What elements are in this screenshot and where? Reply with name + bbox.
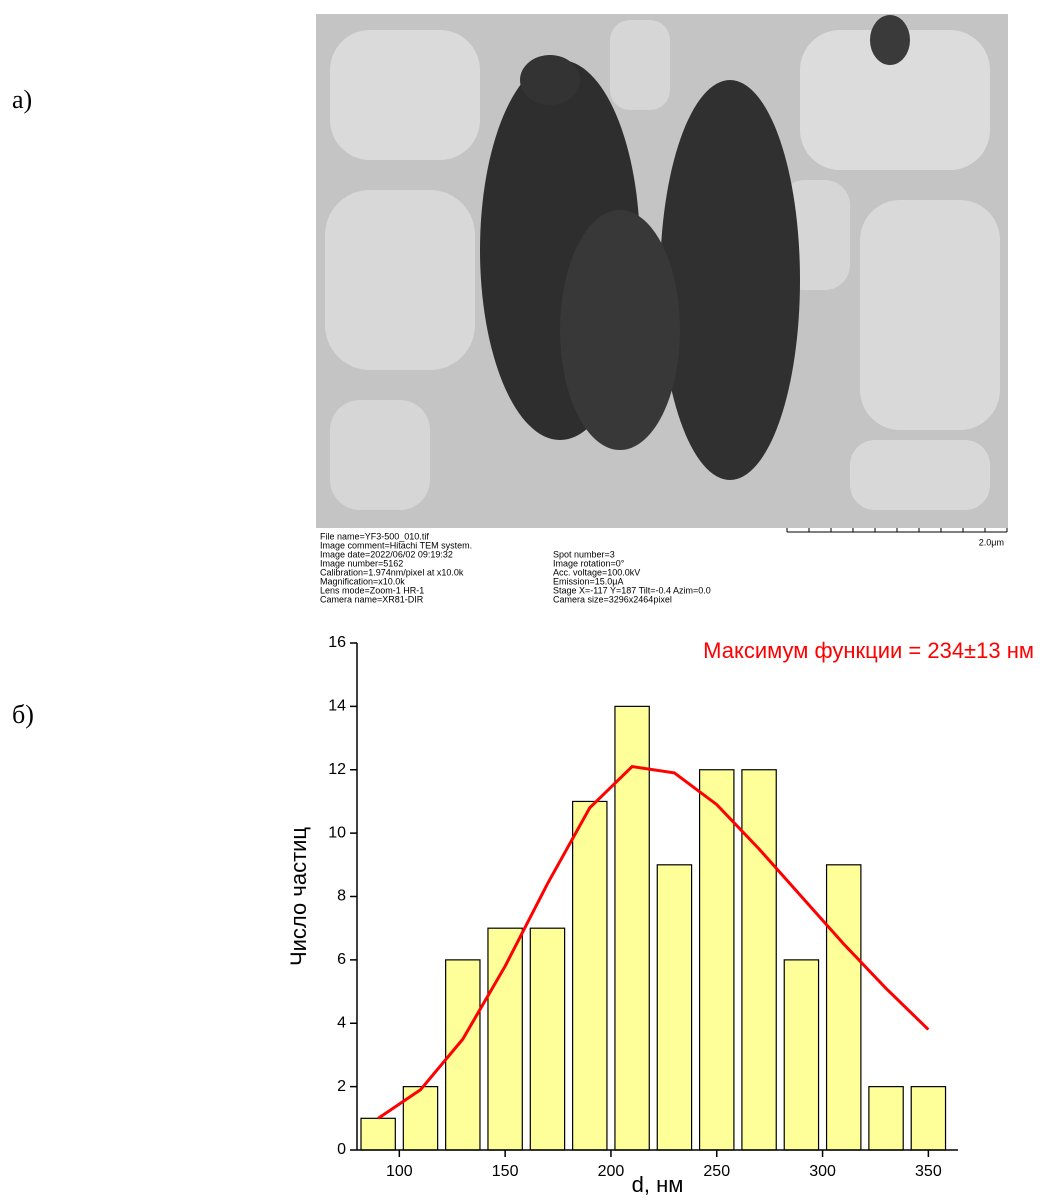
bar — [572, 800, 608, 1151]
image-info: Emission=15.0μA — [553, 576, 623, 586]
y-tick-label: 8 — [337, 888, 346, 905]
image-info: Image number=5162 — [320, 558, 403, 568]
image-info: Image rotation=0° — [553, 558, 625, 568]
bar — [783, 959, 820, 1151]
image-info: Camera size=3296x2464pixel — [553, 594, 672, 604]
bar — [825, 864, 862, 1151]
image-info: Spot number=3 — [553, 549, 615, 559]
panel-label: б) — [12, 700, 34, 729]
y-tick-label: 0 — [337, 1141, 346, 1158]
bar — [360, 1117, 396, 1151]
x-tick-label: 250 — [703, 1163, 730, 1180]
scale-label: 2.0μm — [979, 537, 1004, 547]
y-axis-label: Число частиц — [286, 827, 311, 966]
fit-curve — [377, 764, 930, 1120]
y-tick-label: 4 — [337, 1014, 346, 1031]
x-axis-label: d, нм — [632, 1172, 684, 1197]
bar — [487, 927, 523, 1151]
y-tick-label: 16 — [328, 634, 346, 651]
y-tick-label: 2 — [337, 1078, 346, 1095]
x-tick-label: 150 — [492, 1163, 519, 1180]
image-info: File name=YF3-500_010.tif — [320, 531, 429, 541]
y-tick-label: 10 — [328, 824, 346, 841]
y-tick-label: 14 — [328, 698, 346, 715]
bar — [656, 864, 693, 1151]
x-tick-label: 350 — [915, 1163, 942, 1180]
x-tick-label: 100 — [386, 1163, 413, 1180]
image-info: Calibration=1.974nm/pixel at x10.0k — [320, 567, 464, 577]
annotation: Максимум функции = 234±13 нм — [703, 638, 1034, 663]
panel-label: а) — [12, 85, 32, 114]
image-info: Magnification=x10.0k — [320, 576, 405, 586]
image-info: Camera name=XR81-DIR — [320, 594, 424, 604]
image-info: Image comment=Hitachi TEM system. — [320, 540, 472, 550]
image-info: Stage X=-117 Y=187 Tilt=-0.4 Azim=0.0 — [553, 585, 711, 595]
image-info: Acc. voltage=100.0kV — [553, 567, 640, 577]
y-tick-label: 12 — [328, 761, 346, 778]
bar — [868, 1086, 904, 1151]
tem-image — [316, 14, 1008, 528]
x-tick-label: 300 — [809, 1163, 836, 1180]
y-tick-label: 6 — [337, 951, 346, 968]
image-info: Image date=2022/06/02 09:19:32 — [320, 549, 453, 559]
image-info: Lens mode=Zoom-1 HR-1 — [320, 585, 424, 595]
bar — [529, 927, 566, 1151]
bar — [741, 769, 777, 1151]
bar — [614, 705, 650, 1151]
bar — [698, 769, 735, 1151]
bar — [910, 1086, 947, 1151]
x-tick-label: 200 — [598, 1163, 625, 1180]
